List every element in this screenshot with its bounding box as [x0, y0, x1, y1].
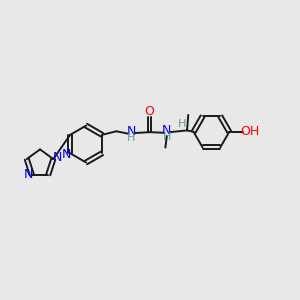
Text: H: H — [178, 119, 186, 129]
Text: N: N — [127, 125, 136, 138]
Text: OH: OH — [240, 125, 260, 138]
Text: N: N — [62, 148, 71, 161]
Text: O: O — [145, 105, 154, 118]
Text: H: H — [127, 133, 135, 143]
Text: N: N — [162, 124, 172, 137]
Text: N: N — [23, 168, 33, 181]
Text: H: H — [163, 132, 171, 142]
Text: N: N — [52, 151, 62, 164]
